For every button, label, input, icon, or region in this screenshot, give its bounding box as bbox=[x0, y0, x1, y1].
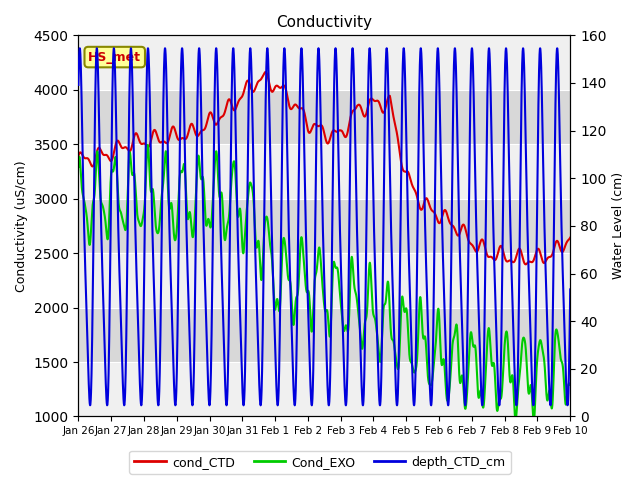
Bar bbox=[79, 253, 570, 308]
Y-axis label: Water Level (cm): Water Level (cm) bbox=[612, 172, 625, 279]
Bar bbox=[79, 144, 570, 199]
Bar bbox=[79, 36, 570, 90]
Legend: cond_CTD, Cond_EXO, depth_CTD_cm: cond_CTD, Cond_EXO, depth_CTD_cm bbox=[129, 451, 511, 474]
Text: HS_met: HS_met bbox=[88, 50, 141, 63]
Y-axis label: Conductivity (uS/cm): Conductivity (uS/cm) bbox=[15, 160, 28, 292]
Bar bbox=[79, 362, 570, 417]
Title: Conductivity: Conductivity bbox=[276, 15, 372, 30]
